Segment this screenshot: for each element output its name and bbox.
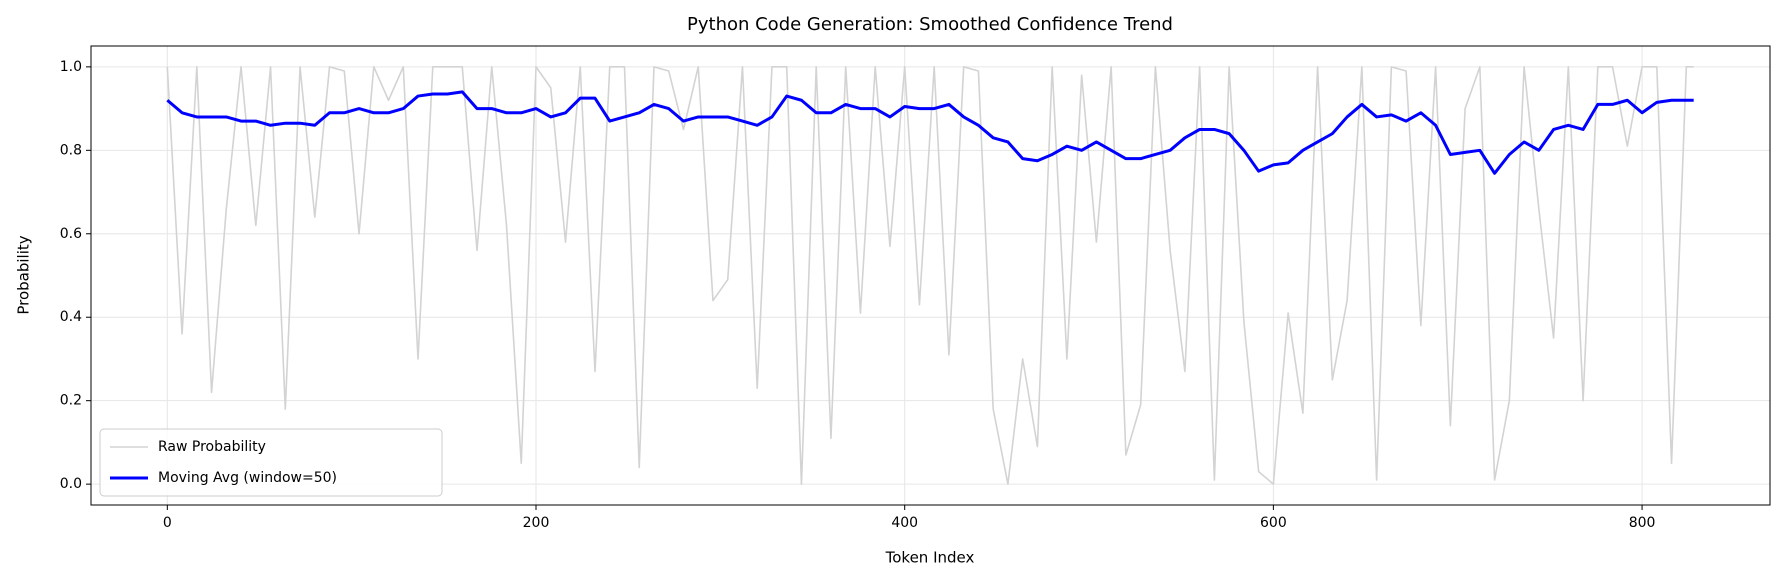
legend-box (99, 428, 443, 497)
y-tick-label: 0.8 (60, 142, 82, 158)
y-tick-label: 0.6 (60, 226, 82, 242)
x-axis-label: Token Index (885, 549, 975, 567)
chart-title: Python Code Generation: Smoothed Confide… (687, 14, 1173, 35)
x-tick-label: 400 (891, 515, 918, 531)
x-tick-label: 800 (1629, 515, 1656, 531)
y-axis-label: Probability (15, 235, 33, 314)
legend-label: Raw Probability (158, 439, 266, 455)
x-tick-label: 600 (1260, 515, 1287, 531)
x-tick-label: 200 (523, 515, 550, 531)
y-tick-label: 1.0 (60, 59, 82, 75)
plot-frame (90, 45, 1771, 506)
y-tick-label: 0.0 (60, 476, 82, 492)
legend-label: Moving Avg (window=50) (158, 470, 337, 486)
y-tick-label: 0.4 (60, 309, 82, 325)
x-tick-label: 0 (163, 515, 172, 531)
line (166, 66, 1694, 485)
line (166, 90, 1694, 175)
y-tick-label: 0.2 (60, 393, 82, 409)
